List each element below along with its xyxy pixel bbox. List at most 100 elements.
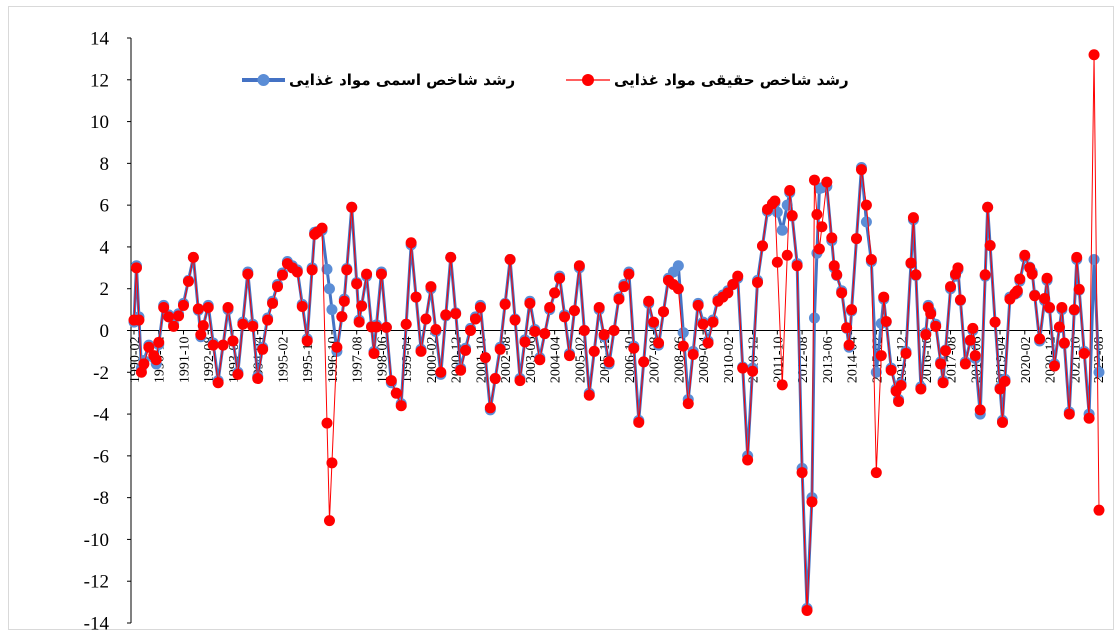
data-point (135, 366, 147, 378)
data-point (920, 329, 932, 341)
data-point (445, 251, 457, 263)
data-point (808, 174, 820, 186)
data-point (212, 377, 224, 389)
data-point (851, 233, 863, 245)
data-point (860, 216, 872, 228)
data-point (276, 269, 288, 281)
data-point (603, 356, 615, 368)
x-tick-label: 2013-06 (821, 337, 836, 384)
data-point (643, 295, 655, 307)
data-point (192, 303, 204, 315)
data-point (747, 365, 759, 377)
data-point (885, 364, 897, 376)
data-point (952, 262, 964, 274)
data-point (455, 364, 467, 376)
data-point (306, 264, 318, 276)
data-point (252, 373, 264, 385)
data-point (410, 291, 422, 303)
data-point (910, 269, 922, 281)
data-point (1083, 412, 1095, 424)
data-point (905, 257, 917, 269)
data-point (1056, 302, 1068, 314)
data-point (813, 243, 825, 255)
data-point (1053, 321, 1065, 333)
data-point (222, 302, 234, 314)
data-point (504, 253, 516, 265)
data-point (197, 320, 209, 332)
legend: رشد شاخص اسمی مواد غذایی رشد شاخص حقیقی … (242, 71, 849, 89)
y-tick-label: 0 (100, 321, 110, 342)
data-point (554, 272, 566, 284)
legend-marker-nominal (257, 74, 270, 86)
data-point (935, 358, 947, 370)
data-point (742, 454, 754, 466)
x-tick-label: 1991-10 (178, 337, 193, 384)
data-point (940, 345, 952, 357)
data-point (967, 322, 979, 334)
data-point (828, 260, 840, 272)
data-point (682, 398, 694, 410)
data-point (321, 263, 333, 275)
y-tick-label: -4 (93, 405, 109, 426)
data-point (539, 328, 551, 340)
data-point (771, 256, 783, 268)
data-point (435, 366, 447, 378)
data-point (1058, 337, 1070, 349)
data-point (232, 368, 244, 380)
data-point (811, 209, 823, 221)
y-tick-label: 10 (90, 112, 109, 133)
data-point (1039, 292, 1051, 304)
data-point (177, 299, 189, 311)
data-point (999, 375, 1011, 387)
data-point (153, 336, 165, 348)
data-point (707, 316, 719, 328)
data-point (450, 308, 462, 320)
data-point (573, 260, 585, 272)
legend-entry-nominal: رشد شاخص اسمی مواد غذایی (242, 71, 515, 89)
data-point (390, 387, 402, 399)
x-tick-label: 1998-06 (375, 337, 390, 384)
data-point (648, 316, 660, 328)
x-tick-labels: 1990-021990-121991-101992-081993-061994-… (128, 330, 1107, 384)
data-point (1071, 251, 1083, 263)
data-point (796, 467, 808, 479)
data-point (846, 304, 858, 316)
data-point (964, 334, 976, 346)
data-point (370, 321, 382, 333)
data-point (613, 293, 625, 305)
y-tick-label: 4 (100, 237, 110, 258)
data-point (291, 266, 303, 278)
data-point (677, 327, 689, 339)
data-point (1093, 504, 1105, 516)
data-point (460, 344, 472, 356)
y-tick-label: 2 (100, 279, 110, 300)
data-point (878, 291, 890, 303)
legend-marker-real (582, 74, 594, 86)
data-point (841, 322, 853, 334)
data-point (519, 336, 531, 348)
data-point (440, 309, 452, 321)
data-point (514, 375, 526, 387)
data-point (150, 354, 162, 366)
data-point (202, 302, 214, 314)
data-point (989, 316, 1001, 328)
data-point (860, 199, 872, 211)
data-point (831, 269, 843, 281)
data-point (346, 201, 358, 213)
data-point (163, 311, 175, 323)
data-point (781, 249, 793, 261)
data-point (915, 383, 927, 395)
data-point (326, 457, 338, 469)
data-point (1014, 273, 1026, 285)
y-tick-label: -12 (84, 572, 109, 593)
data-point (826, 232, 838, 244)
data-point (598, 329, 610, 341)
chart-frame (8, 6, 1114, 630)
data-point (1041, 272, 1053, 284)
y-tick-label: -6 (93, 446, 109, 467)
data-point (1068, 304, 1080, 316)
data-point (474, 302, 486, 314)
data-point (784, 185, 796, 197)
data-point (217, 339, 229, 351)
